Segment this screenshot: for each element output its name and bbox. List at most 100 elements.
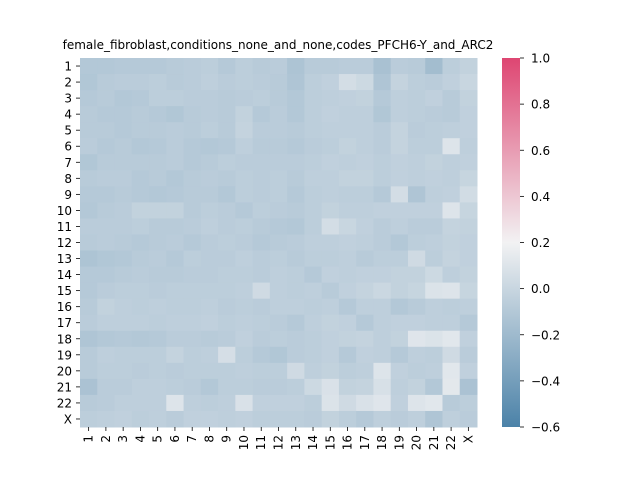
heatmap-cell <box>338 314 357 332</box>
heatmap-cell <box>235 106 254 123</box>
heatmap-cell <box>459 330 478 348</box>
heatmap-cell <box>269 330 288 348</box>
heatmap-cell <box>80 378 98 396</box>
heatmap-cell <box>304 346 323 364</box>
heatmap-cell <box>114 234 133 252</box>
x-tick-label: 5 <box>151 435 165 443</box>
heatmap-cell <box>425 186 443 203</box>
heatmap-cell <box>425 250 443 268</box>
x-tick-label: 7 <box>185 435 199 443</box>
heatmap-cell <box>80 346 98 364</box>
heatmap-cell <box>304 234 323 252</box>
heatmap-cell <box>459 202 478 219</box>
heatmap-cell <box>218 186 236 203</box>
heatmap-cell <box>166 314 185 332</box>
heatmap-cell <box>442 394 461 412</box>
heatmap-cell <box>166 106 185 123</box>
heatmap-cell <box>235 234 254 252</box>
heatmap-cell <box>252 298 271 316</box>
heatmap-cell <box>97 346 116 364</box>
y-tick-label: 8 <box>64 172 72 186</box>
heatmap-cell <box>235 122 254 139</box>
heatmap-cell <box>80 394 98 412</box>
colorbar-tick-label: 0.4 <box>531 190 550 204</box>
heatmap-cell <box>287 202 305 219</box>
heatmap-cell <box>235 74 254 91</box>
heatmap-cell <box>321 202 340 219</box>
heatmap-cell <box>373 106 392 123</box>
heatmap-cell <box>287 234 305 252</box>
heatmap-cell <box>149 282 167 300</box>
heatmap-cell <box>97 138 116 155</box>
heatmap-cell <box>97 186 116 203</box>
heatmap-cell <box>114 154 133 171</box>
heatmap-cell <box>390 314 409 332</box>
heatmap-cell <box>114 218 133 235</box>
heatmap-cell <box>390 346 409 364</box>
heatmap-cell <box>114 122 133 139</box>
heatmap-cell <box>425 362 443 380</box>
colorbar-tick-label: −0.2 <box>531 328 560 342</box>
heatmap-cell <box>149 394 167 412</box>
x-tick-label: 20 <box>410 435 424 450</box>
heatmap-cell <box>390 250 409 268</box>
heatmap-cell <box>235 362 254 380</box>
heatmap-cell <box>80 154 98 171</box>
heatmap-cell <box>166 138 185 155</box>
heatmap-cell <box>390 266 409 284</box>
heatmap-cell <box>200 170 219 187</box>
heatmap-cell <box>131 362 150 380</box>
heatmap-cell <box>166 90 185 107</box>
x-tick-label: 15 <box>323 435 337 450</box>
heatmap-cell <box>356 410 374 428</box>
heatmap-cell <box>287 90 305 107</box>
heatmap-cell <box>218 378 236 396</box>
heatmap-cell <box>390 298 409 316</box>
heatmap-cell <box>407 410 426 428</box>
heatmap-cell <box>287 362 305 380</box>
heatmap-cell <box>80 90 98 107</box>
heatmap-cell <box>287 74 305 91</box>
heatmap-cell <box>304 106 323 123</box>
heatmap-cell <box>252 282 271 300</box>
heatmap-cell <box>183 330 202 348</box>
heatmap-cell <box>166 234 185 252</box>
heatmap-cell <box>183 170 202 187</box>
heatmap-cell <box>218 394 236 412</box>
heatmap-cell <box>390 90 409 107</box>
heatmap-cell <box>149 298 167 316</box>
heatmap-cell <box>287 218 305 235</box>
heatmap-cell <box>235 314 254 332</box>
heatmap-cell <box>304 186 323 203</box>
heatmap-cell <box>338 154 357 171</box>
heatmap-cell <box>149 186 167 203</box>
heatmap-cell <box>321 394 340 412</box>
x-tick-label: 22 <box>444 435 458 450</box>
heatmap-cell <box>407 266 426 284</box>
heatmap-cell <box>321 378 340 396</box>
heatmap-cell <box>304 250 323 268</box>
heatmap-cell <box>390 218 409 235</box>
heatmap-cell <box>407 58 426 75</box>
x-tick-label: 19 <box>392 435 406 450</box>
heatmap-cell <box>407 298 426 316</box>
heatmap-cell <box>114 170 133 187</box>
heatmap-cell <box>166 58 185 75</box>
heatmap-cell <box>425 378 443 396</box>
heatmap-cell <box>442 234 461 252</box>
heatmap-cell <box>235 138 254 155</box>
heatmap-cell <box>166 218 185 235</box>
heatmap-cell <box>97 122 116 139</box>
heatmap-cell <box>131 298 150 316</box>
y-tick-label: 9 <box>64 188 72 202</box>
heatmap-cell <box>252 266 271 284</box>
heatmap-cell <box>356 314 374 332</box>
heatmap-cell <box>183 202 202 219</box>
colorbar-tick-label: 1.0 <box>531 52 550 66</box>
heatmap-cell <box>235 250 254 268</box>
heatmap-cell <box>425 138 443 155</box>
heatmap-cell <box>97 74 116 91</box>
heatmap-cell <box>287 410 305 428</box>
y-tick-label: 15 <box>57 284 72 298</box>
heatmap-cell <box>166 266 185 284</box>
